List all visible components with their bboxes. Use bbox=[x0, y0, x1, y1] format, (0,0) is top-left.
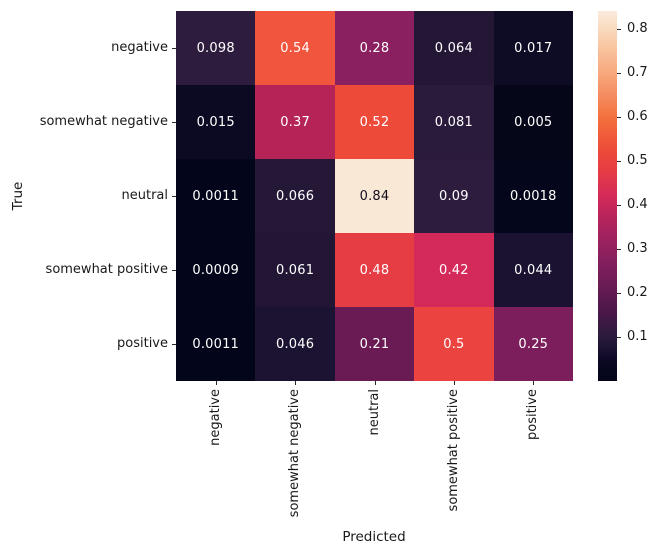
y-tick-mark bbox=[172, 196, 176, 197]
cell-value-annotation: 0.52 bbox=[359, 114, 390, 130]
cell-value-annotation: 0.098 bbox=[196, 40, 235, 56]
cell-value-annotation: 0.09 bbox=[439, 188, 469, 204]
colorbar-tick-label: 0.6 bbox=[627, 108, 648, 124]
cell-value-annotation: 0.005 bbox=[514, 114, 553, 130]
colorbar-tick-mark bbox=[617, 72, 621, 74]
x-tick-label: somewhat negative bbox=[287, 389, 303, 518]
heatmap-cell: 0.48 bbox=[334, 233, 415, 307]
colorbar-tick-label: 0.7 bbox=[627, 64, 648, 80]
heatmap-grid: 0.098 0.54 0.28 0.064 0.017 0.015 0.37 0.52 0.08… bbox=[176, 11, 573, 381]
colorbar-tick-mark bbox=[617, 337, 621, 339]
y-tick-label: somewhat positive bbox=[45, 262, 168, 277]
heatmap-cell: 0.42 bbox=[414, 233, 494, 307]
x-tick-label: neutral bbox=[366, 389, 382, 436]
heatmap-cell: 0.25 bbox=[493, 307, 573, 381]
cell-value-annotation: 0.48 bbox=[359, 262, 390, 278]
cell-value-annotation: 0.25 bbox=[518, 336, 549, 352]
colorbar-tick-mark bbox=[617, 293, 621, 295]
y-tick-mark bbox=[172, 122, 176, 123]
cell-value-annotation: 0.5 bbox=[443, 336, 465, 352]
y-tick-label: negative bbox=[111, 40, 168, 55]
y-tick-label: neutral bbox=[121, 188, 169, 203]
y-tick-mark bbox=[172, 344, 176, 345]
heatmap-cell: 0.28 bbox=[334, 11, 415, 85]
colorbar-tick-label: 0.2 bbox=[627, 285, 648, 301]
x-axis-title: Predicted bbox=[342, 529, 406, 545]
y-axis-title: True bbox=[10, 181, 26, 211]
y-tick-label: somewhat negative bbox=[39, 114, 168, 129]
colorbar-tick-mark bbox=[617, 249, 621, 251]
heatmap-cell: 0.54 bbox=[255, 11, 335, 85]
colorbar-tick-mark bbox=[617, 116, 621, 118]
heatmap-cell: 0.005 bbox=[493, 85, 573, 159]
cell-value-annotation: 0.21 bbox=[359, 336, 390, 352]
cell-value-annotation: 0.081 bbox=[434, 114, 473, 130]
y-tick-mark bbox=[172, 270, 176, 271]
cell-value-annotation: 0.046 bbox=[275, 336, 315, 352]
cell-value-annotation: 0.0009 bbox=[192, 262, 240, 278]
colorbar-tick-label: 0.4 bbox=[627, 197, 648, 213]
heatmap-cell: 0.0018 bbox=[493, 159, 573, 233]
heatmap-cell: 0.84 bbox=[334, 159, 415, 233]
y-tick-label: positive bbox=[117, 336, 168, 351]
colorbar-tick-mark bbox=[617, 205, 621, 207]
cell-value-annotation: 0.0018 bbox=[509, 188, 557, 204]
heatmap-cell: 0.52 bbox=[334, 85, 415, 159]
colorbar-tick-label: 0.8 bbox=[627, 20, 648, 36]
cell-value-annotation: 0.28 bbox=[359, 40, 390, 56]
heatmap-cell: 0.0011 bbox=[176, 159, 256, 233]
heatmap-cell: 0.21 bbox=[334, 307, 415, 381]
cell-value-annotation: 0.37 bbox=[280, 114, 310, 130]
cell-value-annotation: 0.015 bbox=[196, 114, 235, 130]
colorbar-gradient bbox=[598, 11, 617, 381]
heatmap-cell: 0.5 bbox=[414, 307, 494, 381]
x-tick-mark bbox=[215, 381, 217, 385]
cell-value-annotation: 0.84 bbox=[359, 188, 390, 204]
y-tick-mark bbox=[172, 48, 176, 49]
heatmap-cell: 0.015 bbox=[176, 85, 256, 159]
heatmap-cell: 0.081 bbox=[414, 85, 494, 159]
heatmap-cell: 0.044 bbox=[493, 233, 573, 307]
heatmap-cell: 0.061 bbox=[255, 233, 335, 307]
colorbar-tick-mark bbox=[617, 160, 621, 162]
cell-value-annotation: 0.0011 bbox=[192, 336, 240, 352]
x-tick-label: positive bbox=[525, 389, 541, 440]
cell-value-annotation: 0.54 bbox=[280, 40, 310, 56]
x-tick-mark bbox=[295, 381, 297, 385]
heatmap-cell: 0.09 bbox=[414, 159, 494, 233]
x-tick-mark bbox=[453, 381, 455, 385]
heatmap-cell: 0.046 bbox=[255, 307, 335, 381]
heatmap-cell: 0.098 bbox=[176, 11, 256, 85]
heatmap-cell: 0.0009 bbox=[176, 233, 256, 307]
heatmap-cell: 0.017 bbox=[493, 11, 573, 85]
x-tick-label: negative bbox=[207, 389, 223, 446]
cell-value-annotation: 0.064 bbox=[434, 40, 473, 56]
heatmap-cell: 0.0011 bbox=[176, 307, 256, 381]
heatmap-cell: 0.37 bbox=[255, 85, 335, 159]
cell-value-annotation: 0.0011 bbox=[192, 188, 240, 204]
colorbar-tick-label: 0.1 bbox=[627, 329, 648, 345]
x-tick-mark bbox=[374, 381, 376, 385]
colorbar-tick-label: 0.5 bbox=[627, 152, 648, 168]
heatmap-cell: 0.066 bbox=[255, 159, 335, 233]
cell-value-annotation: 0.061 bbox=[275, 262, 315, 278]
colorbar-tick-label: 0.3 bbox=[627, 241, 648, 257]
heatmap-cell: 0.064 bbox=[414, 11, 494, 85]
colorbar-tick-mark bbox=[617, 28, 621, 30]
x-tick-label: somewhat positive bbox=[445, 389, 461, 512]
cell-value-annotation: 0.044 bbox=[514, 262, 553, 278]
cell-value-annotation: 0.066 bbox=[275, 188, 315, 204]
x-tick-mark bbox=[533, 381, 535, 385]
cell-value-annotation: 0.42 bbox=[439, 262, 469, 278]
cell-value-annotation: 0.017 bbox=[514, 40, 553, 56]
